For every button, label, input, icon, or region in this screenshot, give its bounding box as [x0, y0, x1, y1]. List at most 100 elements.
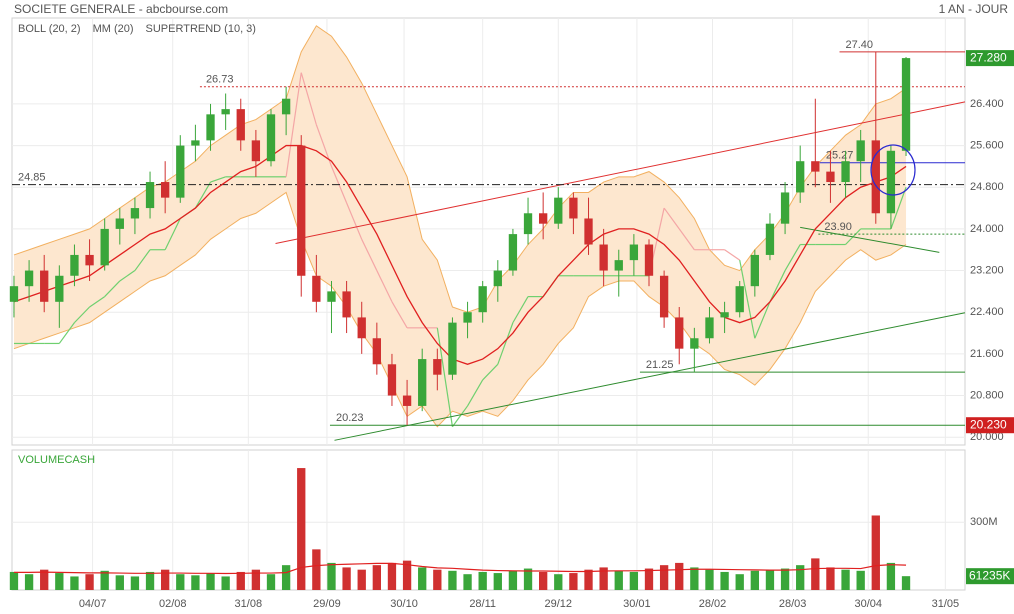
supertrend-segment — [451, 405, 469, 428]
volume-bar — [856, 570, 865, 590]
price-tag-label: 27.280 — [970, 50, 1007, 64]
candle-body — [312, 275, 321, 302]
trendline — [334, 312, 966, 441]
volume-bar — [85, 574, 94, 590]
volume-bar — [402, 560, 412, 590]
level-label: 21.25 — [646, 359, 674, 371]
volume-bar — [418, 567, 427, 590]
volume-bar — [357, 569, 366, 590]
candle-body — [463, 312, 472, 323]
y-tick-label: 22.400 — [970, 306, 1004, 318]
x-tick-label: 02/08 — [159, 598, 187, 610]
volume-bar — [236, 571, 245, 590]
volume-bar — [811, 558, 820, 590]
candle-body — [100, 228, 109, 266]
volume-bar — [478, 571, 487, 590]
candle-body — [387, 364, 397, 396]
volume-bar — [448, 570, 457, 590]
supertrend-segment — [376, 270, 393, 303]
candle-body — [448, 322, 457, 375]
x-tick-label: 31/08 — [235, 598, 263, 610]
candle-body — [478, 286, 487, 313]
candle-body — [720, 312, 729, 318]
candle-body — [780, 192, 790, 224]
candle-body — [735, 286, 744, 313]
candle-body — [523, 213, 533, 235]
volume-bar — [9, 571, 19, 590]
volume-bar — [539, 571, 548, 590]
supertrend-segment — [285, 72, 302, 177]
price-tag-label: 20.230 — [970, 417, 1007, 431]
level-label: 25.27 — [826, 150, 854, 162]
y-tick-label: 21.600 — [970, 348, 1004, 360]
supertrend-segment — [58, 322, 75, 344]
candle-body — [206, 114, 215, 141]
volume-bar — [554, 574, 563, 590]
volume-bar — [327, 562, 336, 590]
annotation-circle — [870, 144, 916, 196]
volume-bar — [523, 568, 533, 590]
candle-body — [251, 140, 261, 162]
y-tick-label: 26.400 — [970, 98, 1004, 110]
volume-bar — [100, 570, 109, 590]
candle-body — [886, 150, 896, 214]
candle-body — [629, 244, 639, 261]
volume-bar — [826, 567, 835, 590]
candle-body — [418, 359, 427, 406]
level-label: 27.40 — [846, 39, 874, 51]
volume-bar — [780, 568, 790, 590]
volume-tag-label: 61235K — [969, 568, 1010, 582]
x-tick-label: 31/05 — [932, 598, 960, 610]
x-tick-label: 29/12 — [545, 598, 573, 610]
candle-body — [659, 275, 669, 318]
volume-bar — [644, 568, 654, 590]
volume-bar — [342, 567, 351, 590]
candle-body — [765, 223, 775, 255]
x-tick-label: 30/04 — [854, 598, 882, 610]
volume-bar — [508, 570, 518, 590]
candle-body — [644, 244, 654, 276]
price-tag — [966, 50, 1014, 67]
volume-bar — [115, 575, 124, 590]
volume-bar — [297, 468, 306, 590]
volume-bar — [901, 576, 911, 590]
candle-body — [281, 98, 291, 115]
volume-bar — [387, 562, 397, 590]
candle-body — [297, 145, 306, 276]
volume-panel — [11, 449, 966, 591]
y-tick-label: 23.200 — [970, 264, 1004, 276]
volume-tag — [966, 568, 1014, 585]
price-panel — [11, 17, 966, 446]
volume-bar — [796, 565, 805, 590]
volume-bar — [584, 569, 593, 590]
candle-body — [539, 213, 548, 224]
volume-bar — [614, 570, 623, 590]
candle-body — [901, 58, 911, 151]
level-label: 24.85 — [18, 172, 46, 184]
candle-body — [357, 317, 366, 339]
volume-bar — [463, 574, 472, 590]
candle-body — [85, 254, 94, 266]
supertrend-segment — [300, 72, 317, 125]
volume-bar — [433, 569, 442, 590]
volume-bar — [675, 562, 684, 590]
candle-body — [191, 140, 200, 146]
volume-bar — [281, 565, 291, 590]
volume-bar — [40, 569, 49, 590]
y-tick-label: 20.800 — [970, 389, 1004, 401]
y-tick-label: 300M — [970, 516, 998, 528]
supertrend-segment — [436, 327, 454, 427]
chart-subtitle: 1 AN - JOUR — [939, 2, 1009, 16]
x-tick-label: 28/02 — [699, 598, 727, 610]
candle-body — [40, 270, 49, 302]
supertrend-segment — [194, 181, 212, 209]
level-label: 23.90 — [824, 221, 852, 233]
trendline — [800, 226, 940, 253]
volume-bar — [176, 574, 185, 590]
supertrend-segment — [512, 296, 529, 323]
candle-body — [9, 286, 19, 302]
volume-bar — [24, 574, 34, 590]
candle-body — [327, 291, 336, 302]
volume-bar — [493, 573, 502, 590]
